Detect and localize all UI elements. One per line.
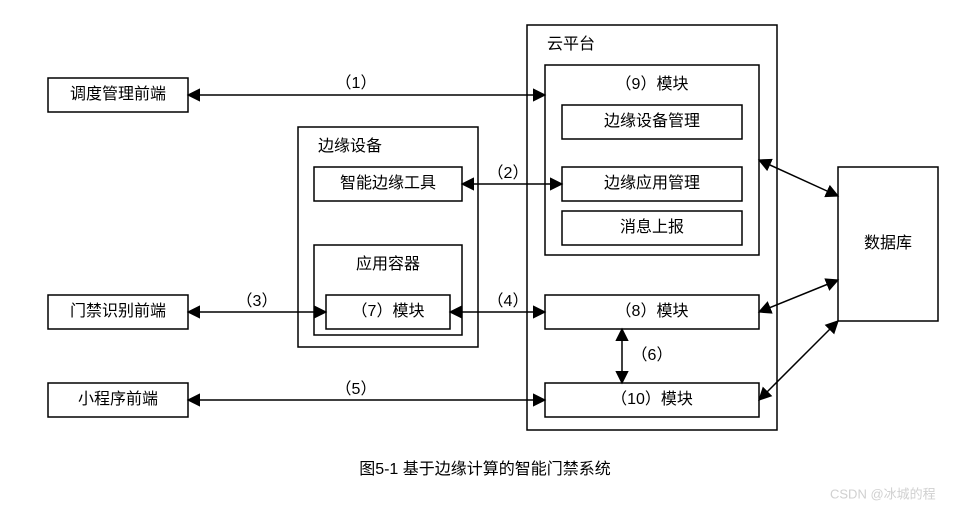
edge-device-title: 边缘设备 <box>318 137 382 155</box>
miniprogram-frontend-label: 小程序前端 <box>78 390 158 408</box>
edge-4-label: （4） <box>488 292 529 310</box>
edge-5-label: （5） <box>336 380 377 398</box>
msg-report-label: 消息上报 <box>620 218 684 236</box>
edge-6-label: （6） <box>632 346 673 364</box>
edge-1-label: （1） <box>336 74 377 92</box>
edge-2-label: （2） <box>488 164 529 182</box>
edge-tool-label: 智能边缘工具 <box>340 174 436 192</box>
device-mgmt-label: 边缘设备管理 <box>604 112 700 130</box>
app-mgmt-label: 边缘应用管理 <box>604 173 700 192</box>
module-9-title: （9）模块 <box>616 75 689 93</box>
module-7-label: （7）模块 <box>352 302 425 320</box>
figure-caption: 图5-1 基于边缘计算的智能门禁系统 <box>359 459 611 478</box>
edge-3-label: （3） <box>237 292 278 310</box>
module-10-label: （10）模块 <box>611 390 693 408</box>
app-container-title: 应用容器 <box>356 254 420 273</box>
dispatch-frontend-label: 调度管理前端 <box>70 85 166 103</box>
database-label: 数据库 <box>864 234 912 252</box>
watermark: CSDN @冰城的程 <box>830 486 936 501</box>
module-8-label: （8）模块 <box>616 302 689 320</box>
cloud-title: 云平台 <box>547 35 595 53</box>
access-frontend-label: 门禁识别前端 <box>70 302 166 320</box>
